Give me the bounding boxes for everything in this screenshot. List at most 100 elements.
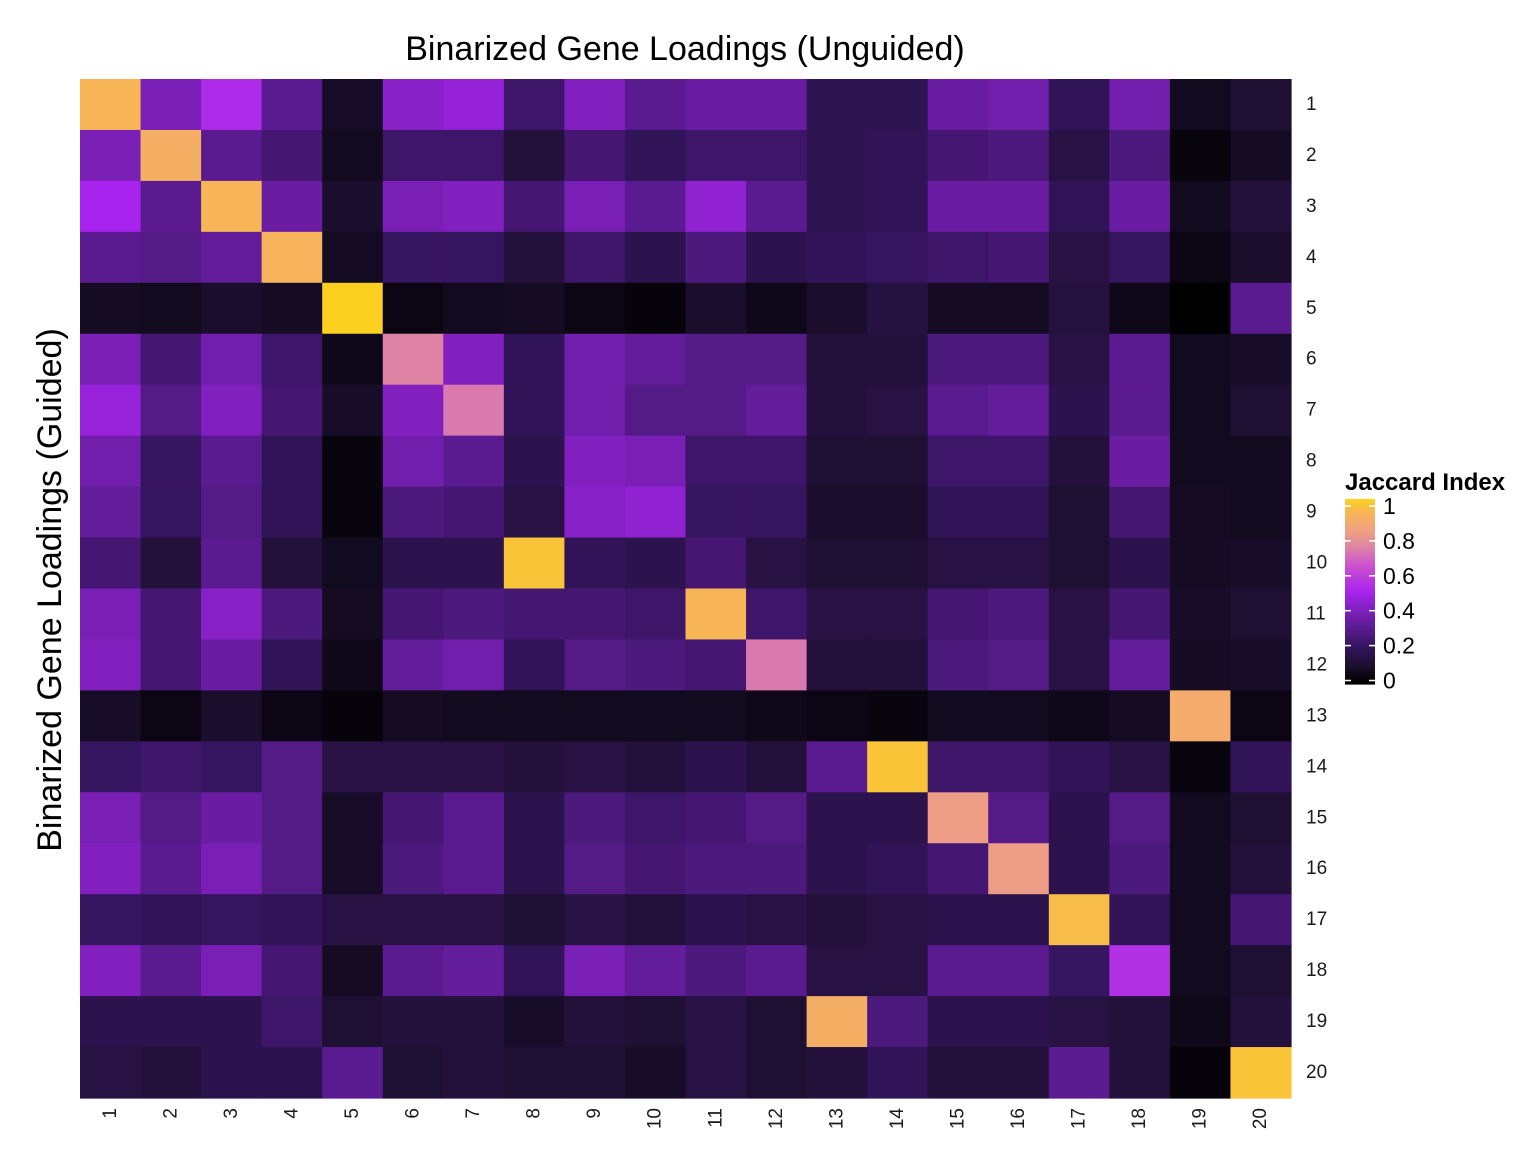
- legend-color-step: [1345, 621, 1375, 625]
- heatmap-cell: [382, 945, 444, 997]
- heatmap-cell: [322, 741, 384, 793]
- heatmap-cell: [806, 945, 868, 997]
- heatmap-cell: [201, 894, 263, 946]
- heatmap-cell: [867, 486, 929, 539]
- heatmap-cell: [201, 792, 263, 844]
- heatmap-cell: [988, 435, 1050, 488]
- heatmap-cell: [503, 486, 565, 539]
- legend: Jaccard Index 1 0.8 0.6 0.4 0.2 0: [1345, 469, 1506, 694]
- x-tick-label: 7: [463, 1108, 484, 1119]
- heatmap-cell: [624, 384, 687, 437]
- heatmap-cell: [564, 333, 626, 386]
- legend-color-step: [1345, 524, 1375, 528]
- heatmap-cell: [806, 843, 868, 895]
- heatmap-cell: [988, 180, 1050, 233]
- heatmap-cell: [80, 894, 142, 946]
- heatmap-cell: [1048, 129, 1110, 182]
- heatmap-cell: [322, 486, 384, 539]
- legend-color-step: [1345, 596, 1375, 600]
- heatmap-cell: [806, 996, 868, 1048]
- heatmap-cell: [1169, 588, 1232, 641]
- heatmap-cell: [140, 639, 202, 691]
- heatmap-cell: [503, 282, 565, 335]
- heatmap-cell: [564, 1047, 626, 1099]
- heatmap-cell: [80, 639, 142, 691]
- heatmap-cell: [1048, 894, 1110, 946]
- heatmap-cell: [80, 384, 142, 437]
- x-tick-label: 12: [766, 1108, 787, 1129]
- heatmap-cell: [927, 945, 989, 997]
- legend-color-step: [1345, 640, 1375, 643]
- legend-color-step: [1345, 658, 1375, 662]
- legend-color-step: [1345, 552, 1375, 556]
- heatmap-cell: [1230, 792, 1292, 844]
- heatmap-cell: [443, 180, 505, 233]
- heatmap-cell: [80, 690, 142, 742]
- heatmap-cell: [927, 435, 989, 488]
- legend-tick-label: 0.6: [1383, 563, 1415, 589]
- legend-color-step: [1345, 656, 1375, 660]
- heatmap-cell: [685, 79, 747, 131]
- heatmap-cell: [1169, 180, 1232, 233]
- heatmap-cell: [1230, 639, 1292, 691]
- heatmap-cell: [624, 333, 687, 386]
- heatmap-cell: [261, 894, 323, 946]
- y-tick-label: 4: [1306, 247, 1317, 268]
- heatmap-cell: [564, 894, 626, 946]
- heatmap-cell: [201, 690, 263, 742]
- heatmap-cell: [624, 588, 687, 641]
- heatmap-cell: [322, 690, 384, 742]
- heatmap-cell: [1109, 231, 1171, 284]
- heatmap-cell: [80, 996, 142, 1048]
- heatmap-cell: [443, 129, 505, 182]
- heatmap-cell: [806, 639, 868, 691]
- heatmap-cell: [443, 486, 505, 539]
- heatmap-cell: [1169, 690, 1232, 742]
- heatmap-cell: [80, 1047, 142, 1099]
- heatmap-cell: [382, 129, 444, 182]
- heatmap-cell: [988, 894, 1050, 946]
- legend-color-step: [1345, 598, 1375, 602]
- heatmap-cell: [806, 690, 868, 742]
- heatmap-cell: [322, 384, 384, 437]
- legend-color-step: [1345, 579, 1375, 583]
- heatmap-cell: [1048, 639, 1110, 691]
- heatmap-cell: [201, 537, 263, 590]
- heatmap-cell: [988, 843, 1050, 895]
- heatmap-cell: [322, 537, 384, 590]
- heatmap-cell: [322, 945, 384, 997]
- y-tick-label: 9: [1306, 502, 1317, 523]
- heatmap-cell: [1048, 996, 1110, 1048]
- heatmap-cell: [1109, 792, 1171, 844]
- heatmap-cell: [503, 180, 565, 233]
- heatmap-cell: [1109, 79, 1171, 131]
- legend-color-step: [1345, 533, 1375, 537]
- heatmap-cell: [140, 690, 202, 742]
- legend-color-step: [1345, 575, 1375, 579]
- heatmap-cell: [443, 588, 505, 641]
- heatmap-cell: [201, 996, 263, 1048]
- heatmap-cell: [80, 282, 142, 335]
- heatmap-cell: [443, 282, 505, 335]
- heatmap-cell: [564, 843, 626, 895]
- heatmap-cell: [80, 333, 142, 386]
- heatmap-cell: [564, 588, 626, 641]
- heatmap-cell: [624, 1047, 687, 1099]
- heatmap-cell: [927, 282, 989, 335]
- heatmap-cell: [503, 741, 565, 793]
- heatmap-cell: [261, 996, 323, 1048]
- heatmap-cell: [443, 537, 505, 590]
- x-tick-label: 18: [1129, 1108, 1150, 1129]
- heatmap-cell: [261, 129, 323, 182]
- heatmap-cell: [140, 231, 202, 284]
- legend-color-step: [1345, 515, 1375, 519]
- heatmap-cell: [564, 180, 626, 233]
- heatmap-cell: [503, 996, 565, 1048]
- x-tick-label: 11: [705, 1108, 726, 1128]
- heatmap-cell: [201, 282, 263, 335]
- legend-color-step: [1345, 665, 1375, 669]
- heatmap-cell: [140, 129, 202, 182]
- heatmap-cell: [1109, 894, 1171, 946]
- legend-color-step: [1345, 570, 1375, 574]
- heatmap-cell: [1230, 945, 1292, 997]
